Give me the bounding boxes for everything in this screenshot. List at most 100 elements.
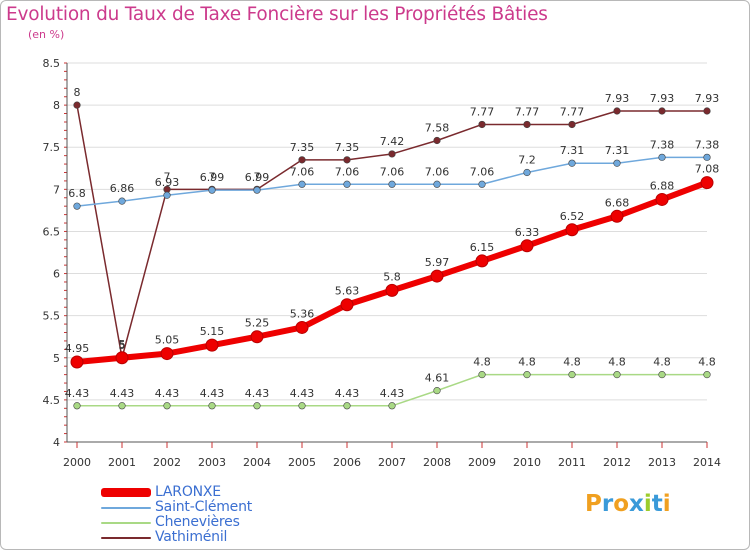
data-label-chenevi-res: 4.8 bbox=[473, 356, 491, 369]
data-label-chenevi-res: 4.8 bbox=[653, 356, 671, 369]
data-label-chenevi-res: 4.43 bbox=[200, 387, 225, 400]
data-label-chenevi-res: 4.43 bbox=[65, 387, 90, 400]
data-label-saint-cl-ment: 7.06 bbox=[380, 165, 405, 178]
data-point-saint-cl-ment bbox=[613, 159, 621, 167]
logo-letter: r bbox=[601, 491, 614, 517]
data-label-laronxe: 5.36 bbox=[290, 307, 315, 320]
data-point-saint-cl-ment bbox=[73, 202, 81, 210]
data-label-laronxe: 6.68 bbox=[605, 196, 630, 209]
data-label-laronxe: 5.97 bbox=[425, 256, 450, 269]
x-tick-label: 2006 bbox=[333, 456, 361, 469]
data-point-chenevi-res bbox=[73, 402, 81, 410]
legend-item: Vathiménil bbox=[101, 530, 252, 545]
data-label-chenevi-res: 4.43 bbox=[245, 387, 270, 400]
legend-swatch bbox=[101, 506, 151, 509]
data-label-laronxe: 5.15 bbox=[200, 325, 225, 338]
data-label-vathim-nil: 7 bbox=[209, 170, 216, 183]
data-point-chenevi-res bbox=[118, 402, 126, 410]
logo-letter: t bbox=[651, 491, 663, 517]
data-label-vathim-nil: 7.77 bbox=[515, 105, 540, 118]
data-label-vathim-nil: 7.93 bbox=[695, 92, 720, 105]
data-label-saint-cl-ment: 7.31 bbox=[560, 144, 585, 157]
logo-letter: o bbox=[613, 491, 630, 517]
data-label-laronxe: 6.88 bbox=[650, 179, 675, 192]
data-label-laronxe: 6.33 bbox=[515, 226, 540, 239]
data-label-laronxe: 7.08 bbox=[695, 163, 720, 176]
data-point-saint-cl-ment bbox=[208, 186, 216, 194]
x-tick-label: 2013 bbox=[648, 456, 676, 469]
data-point-laronxe bbox=[700, 176, 714, 190]
data-point-vathim-nil bbox=[523, 120, 531, 129]
y-tick-label: 6 bbox=[53, 268, 60, 281]
chart-legend: LARONXE Saint-Clément Chenevières Vathiméni… bbox=[101, 485, 252, 545]
data-point-vathim-nil bbox=[658, 107, 666, 115]
data-label-chenevi-res: 4.61 bbox=[425, 372, 450, 385]
x-tick-label: 2003 bbox=[198, 456, 226, 469]
proxiti-logo: Proxiti bbox=[585, 491, 671, 517]
data-point-laronxe bbox=[565, 223, 579, 237]
data-point-vathim-nil bbox=[478, 120, 486, 129]
data-point-vathim-nil bbox=[613, 107, 621, 115]
data-point-saint-cl-ment bbox=[433, 180, 441, 188]
data-point-laronxe bbox=[520, 239, 534, 253]
data-point-chenevi-res bbox=[523, 371, 531, 379]
data-point-vathim-nil bbox=[568, 120, 576, 129]
data-point-saint-cl-ment bbox=[523, 168, 531, 177]
data-point-chenevi-res bbox=[613, 371, 621, 379]
x-tick-label: 2004 bbox=[243, 456, 271, 469]
y-tick-label: 4.5 bbox=[43, 394, 61, 407]
x-tick-label: 2007 bbox=[378, 456, 406, 469]
data-label-saint-cl-ment: 6.99 bbox=[200, 171, 225, 184]
data-point-saint-cl-ment bbox=[253, 186, 261, 194]
y-tick-label: 5 bbox=[53, 352, 60, 365]
data-point-laronxe bbox=[385, 283, 399, 297]
data-point-saint-cl-ment bbox=[118, 197, 126, 205]
y-tick-label: 5.5 bbox=[43, 310, 61, 323]
data-label-saint-cl-ment: 7.38 bbox=[650, 138, 675, 151]
legend-label: LARONXE bbox=[155, 484, 221, 500]
data-label-chenevi-res: 4.8 bbox=[563, 356, 581, 369]
data-label-saint-cl-ment: 7.31 bbox=[605, 144, 630, 157]
data-point-vathim-nil bbox=[343, 156, 351, 164]
data-point-saint-cl-ment bbox=[703, 153, 711, 161]
data-point-chenevi-res bbox=[253, 402, 261, 410]
data-label-vathim-nil: 7.58 bbox=[425, 121, 450, 134]
data-label-chenevi-res: 4.8 bbox=[608, 356, 626, 369]
data-label-saint-cl-ment: 7.06 bbox=[335, 165, 360, 178]
legend-label: Saint-Clément bbox=[155, 499, 253, 515]
data-label-chenevi-res: 4.43 bbox=[335, 387, 360, 400]
data-label-saint-cl-ment: 7.38 bbox=[695, 138, 720, 151]
y-tick-label: 8 bbox=[53, 99, 60, 112]
legend-label: Chenevières bbox=[155, 514, 240, 530]
data-point-vathim-nil bbox=[73, 101, 81, 109]
data-label-vathim-nil: 5 bbox=[119, 339, 126, 352]
data-label-chenevi-res: 4.43 bbox=[155, 387, 180, 400]
data-point-laronxe bbox=[610, 209, 624, 223]
legend-item: Chenevières bbox=[101, 515, 252, 530]
data-point-chenevi-res bbox=[568, 371, 576, 379]
data-point-chenevi-res bbox=[163, 402, 171, 410]
data-point-saint-cl-ment bbox=[478, 180, 486, 188]
data-point-chenevi-res bbox=[298, 402, 306, 410]
logo-letter: P bbox=[585, 491, 602, 517]
x-tick-label: 2014 bbox=[693, 456, 721, 469]
data-label-chenevi-res: 4.43 bbox=[290, 387, 315, 400]
data-point-saint-cl-ment bbox=[163, 191, 171, 199]
x-tick-label: 2005 bbox=[288, 456, 316, 469]
data-label-saint-cl-ment: 7.06 bbox=[425, 165, 450, 178]
data-label-vathim-nil: 7.42 bbox=[380, 135, 405, 148]
data-point-laronxe bbox=[295, 320, 309, 334]
data-label-vathim-nil: 7.93 bbox=[650, 92, 675, 105]
data-label-chenevi-res: 4.43 bbox=[380, 387, 405, 400]
legend-item: LARONXE bbox=[101, 485, 252, 500]
legend-label: Vathiménil bbox=[155, 529, 228, 545]
data-label-saint-cl-ment: 6.99 bbox=[245, 171, 270, 184]
data-point-laronxe bbox=[115, 351, 129, 365]
data-label-chenevi-res: 4.8 bbox=[518, 356, 536, 369]
data-point-chenevi-res bbox=[703, 371, 711, 379]
data-label-laronxe: 6.15 bbox=[470, 241, 495, 254]
data-point-saint-cl-ment bbox=[343, 180, 351, 188]
y-tick-label: 8.5 bbox=[43, 57, 61, 70]
data-point-laronxe bbox=[475, 254, 489, 268]
